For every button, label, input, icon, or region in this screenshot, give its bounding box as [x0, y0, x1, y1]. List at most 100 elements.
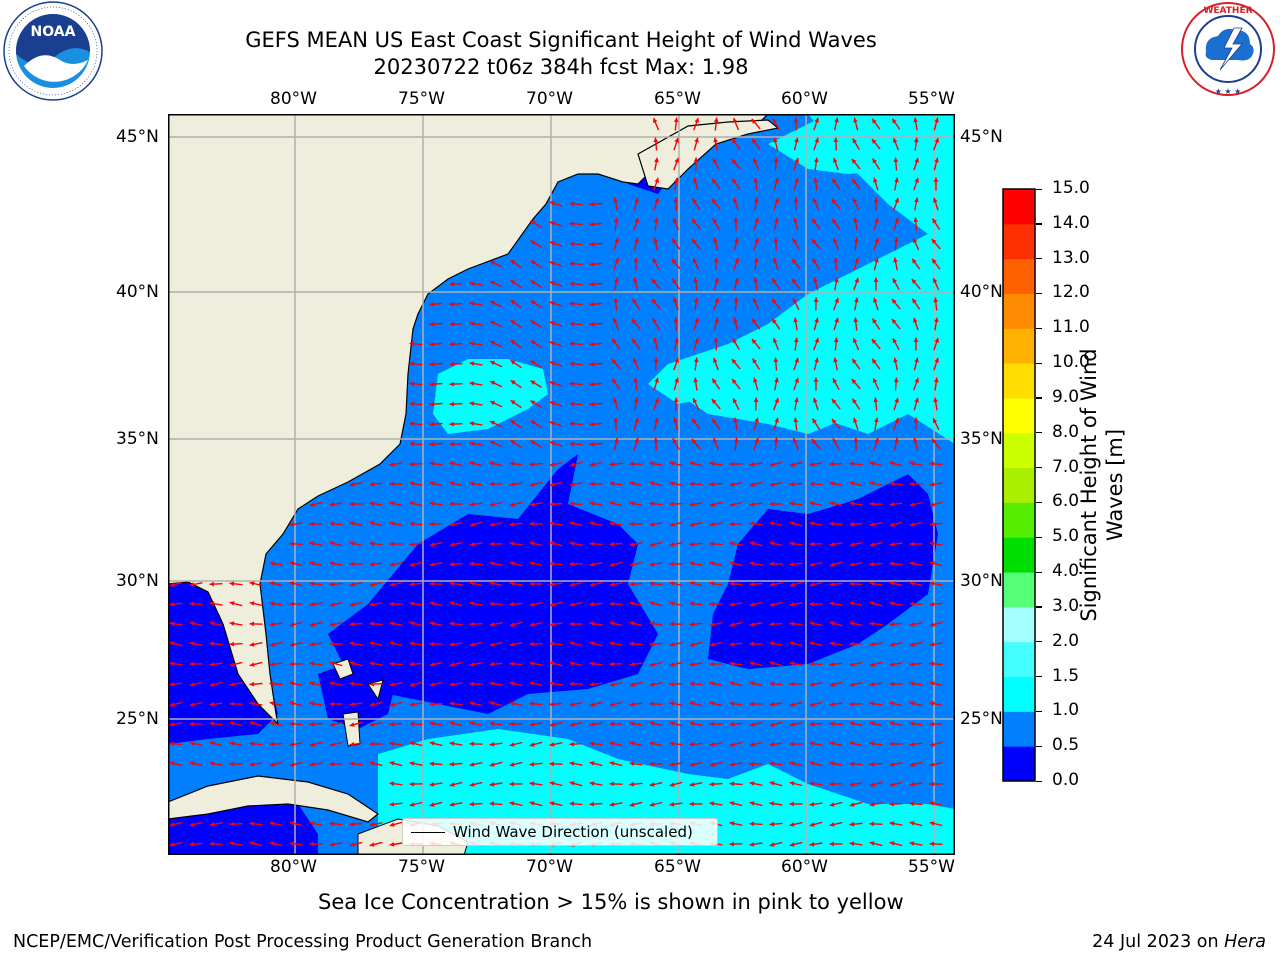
wave-direction-arrow: [729, 481, 743, 487]
wave-direction-arrow: [729, 661, 743, 667]
wave-direction-arrow: [891, 318, 901, 330]
wave-direction-arrow: [753, 177, 759, 191]
wave-direction-arrow: [613, 257, 619, 271]
wave-direction-arrow: [829, 741, 843, 747]
wave-direction-arrow: [713, 297, 719, 311]
wave-direction-arrow: [489, 782, 503, 787]
wave-direction-arrow: [389, 581, 403, 587]
wave-direction-arrow: [629, 561, 643, 567]
wave-direction-arrow: [549, 401, 563, 407]
wave-direction-arrow: [589, 241, 603, 247]
wave-direction-arrow: [729, 581, 743, 587]
wave-direction-arrow: [549, 701, 563, 707]
wave-direction-arrow: [409, 601, 423, 607]
map-panel: [168, 114, 955, 859]
wave-direction-arrow: [829, 761, 843, 766]
wave-direction-arrow: [409, 661, 423, 667]
map-frame: [168, 114, 955, 855]
colorbar-tick-mark: [1036, 780, 1042, 782]
wave-direction-arrow: [791, 258, 801, 270]
wave-direction-arrow: [732, 117, 740, 131]
wave-direction-arrow: [789, 661, 803, 666]
wave-direction-arrow: [674, 177, 679, 191]
wave-direction-arrow: [829, 621, 843, 627]
wave-direction-arrow: [753, 277, 759, 291]
wave-direction-arrow: [869, 781, 883, 787]
wave-direction-arrow: [489, 701, 503, 707]
wave-direction-arrow: [189, 821, 203, 827]
wave-direction-arrow: [349, 561, 363, 567]
wave-direction-arrow: [329, 581, 343, 587]
wave-direction-arrow: [813, 357, 819, 371]
colorbar-tick-mark: [1036, 676, 1042, 678]
wave-direction-arrow: [929, 681, 943, 687]
wave-direction-arrow: [629, 621, 643, 627]
wave-direction-arrow: [891, 298, 901, 310]
wave-direction-arrow: [789, 681, 803, 687]
wave-direction-arrow: [829, 521, 843, 527]
wave-direction-arrow: [309, 501, 323, 507]
wave-direction-arrow: [833, 117, 839, 131]
wave-direction-arrow: [849, 701, 863, 707]
wave-direction-arrow: [529, 502, 543, 507]
wave-direction-arrow: [733, 237, 739, 251]
wave-direction-arrow: [652, 318, 660, 330]
wave-direction-arrow: [892, 277, 900, 291]
wave-direction-arrow: [873, 257, 879, 271]
wave-direction-arrow: [633, 217, 639, 231]
wave-direction-arrow: [852, 337, 860, 351]
wave-direction-arrow: [933, 357, 939, 371]
wave-direction-arrow: [929, 781, 943, 787]
wave-direction-arrow: [809, 541, 823, 547]
wave-direction-arrow: [429, 761, 443, 767]
wave-direction-arrow: [629, 521, 643, 527]
wave-direction-arrow: [529, 601, 543, 607]
wave-direction-arrow: [349, 601, 363, 607]
wave-direction-arrow: [449, 421, 463, 427]
wave-direction-arrow: [929, 541, 943, 547]
colorbar-tick-label: 8.0: [1052, 421, 1080, 442]
wave-direction-arrow: [753, 397, 759, 411]
wave-direction-arrow: [751, 118, 761, 130]
wave-direction-arrow: [429, 661, 443, 667]
wave-direction-arrow: [709, 621, 723, 627]
wave-direction-arrow: [449, 321, 463, 327]
wave-direction-arrow: [609, 521, 623, 527]
wave-direction-arrow: [369, 822, 383, 827]
wave-direction-arrow: [793, 197, 799, 211]
wave-direction-arrow: [449, 601, 463, 607]
wave-direction-arrow: [549, 261, 563, 267]
wave-direction-arrow: [713, 257, 719, 271]
wave-direction-arrow: [689, 681, 703, 687]
wave-direction-arrow: [609, 781, 623, 787]
wave-direction-arrow: [389, 842, 403, 847]
wave-direction-arrow: [929, 521, 943, 527]
wave-direction-arrow: [369, 602, 383, 607]
wave-direction-arrow: [911, 278, 921, 290]
wave-direction-arrow: [289, 621, 303, 627]
wave-direction-arrow: [449, 481, 463, 487]
wave-direction-arrow: [831, 198, 841, 210]
wave-direction-arrow: [691, 218, 701, 230]
wave-direction-arrow: [169, 601, 183, 607]
colorbar-tick-label: 7.0: [1052, 456, 1080, 477]
wave-direction-arrow: [849, 741, 863, 747]
colorbar-tick-mark: [1036, 571, 1042, 573]
wave-direction-arrow: [169, 761, 183, 767]
wave-direction-arrow: [909, 581, 923, 587]
wave-direction-arrow: [629, 481, 643, 487]
wave-direction-arrow: [289, 841, 303, 847]
lat-label-left-30n: 30°N: [116, 571, 159, 591]
wave-direction-arrow: [793, 337, 799, 351]
wave-direction-arrow: [811, 218, 821, 230]
wave-direction-arrow: [849, 621, 863, 627]
colorbar-tick-mark: [1036, 710, 1042, 713]
wave-direction-arrow: [934, 317, 939, 331]
wave-direction-arrow: [749, 581, 763, 587]
wave-direction-arrow: [851, 358, 861, 370]
wave-direction-arrow: [209, 601, 223, 606]
wave-direction-arrow: [932, 277, 940, 291]
wave-direction-arrow: [409, 401, 423, 407]
wave-direction-arrow: [309, 602, 323, 607]
wave-direction-arrow: [849, 581, 863, 587]
